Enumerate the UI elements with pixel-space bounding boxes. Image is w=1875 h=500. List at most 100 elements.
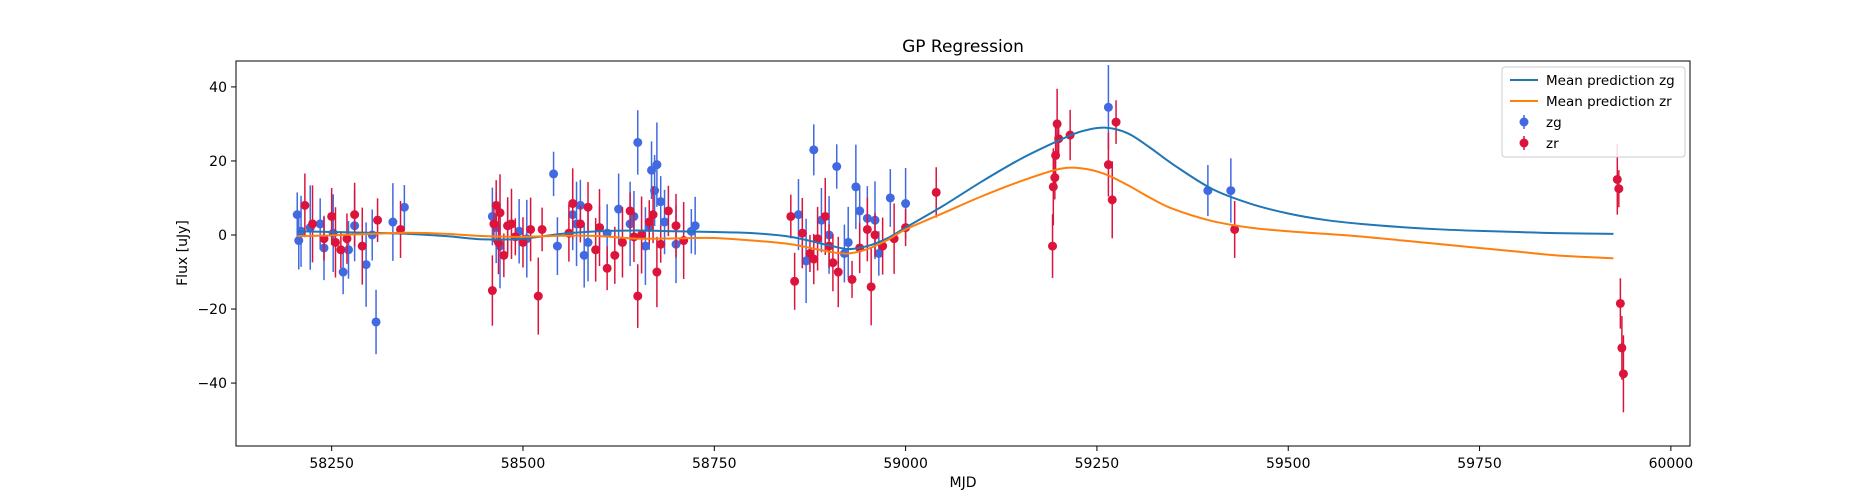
data-point <box>870 230 880 240</box>
x-tick-label: 60000 <box>1649 456 1694 472</box>
data-point <box>537 224 547 234</box>
data-point <box>1052 119 1062 129</box>
data-point <box>294 236 304 246</box>
data-point <box>579 250 589 260</box>
y-tick-label: −20 <box>197 302 227 318</box>
data-point <box>371 317 381 327</box>
data-layer <box>292 65 1628 413</box>
legend-label: Mean prediction zr <box>1546 94 1672 110</box>
data-point <box>388 217 398 227</box>
legend: Mean prediction zg Mean prediction zr zg zr <box>1501 66 1686 158</box>
data-point <box>591 245 601 255</box>
data-point <box>855 206 865 216</box>
data-point <box>595 223 604 233</box>
data-point <box>1050 173 1060 183</box>
data-point <box>931 187 941 197</box>
data-point <box>327 211 337 221</box>
data-point <box>338 267 348 277</box>
data-point <box>1111 117 1121 127</box>
data-point <box>1103 160 1113 170</box>
data-point <box>690 221 700 231</box>
data-point <box>583 202 593 212</box>
data-point <box>652 267 662 277</box>
data-point <box>833 267 843 277</box>
data-point <box>357 241 367 251</box>
x-tick-label: 58250 <box>309 456 354 472</box>
data-point <box>533 291 543 301</box>
data-point <box>647 165 657 175</box>
data-point <box>652 160 662 170</box>
data-point <box>506 219 516 229</box>
data-point <box>575 219 585 229</box>
data-point <box>602 263 612 273</box>
data-point <box>489 219 499 229</box>
data-point <box>663 206 673 216</box>
data-point <box>637 230 647 240</box>
data-point <box>399 202 409 212</box>
data-point <box>671 221 681 231</box>
legend-box <box>1501 66 1686 158</box>
data-point <box>1226 186 1236 196</box>
data-point <box>809 254 819 264</box>
plot-area: 58250 58500 58750 59000 59250 59500 59750 60000… <box>197 60 1694 472</box>
data-point <box>851 182 861 192</box>
data-point <box>862 224 872 234</box>
data-point <box>656 197 666 207</box>
data-point <box>809 145 819 155</box>
x-axis-label: MJD <box>950 475 977 491</box>
data-point <box>518 237 528 247</box>
x-tick-label: 58750 <box>692 456 737 472</box>
data-point <box>629 232 639 242</box>
data-point <box>1617 343 1627 353</box>
data-point <box>610 250 620 260</box>
data-point <box>625 206 635 216</box>
data-point <box>650 186 660 196</box>
data-point <box>396 224 406 234</box>
data-point <box>820 211 830 221</box>
data-point <box>656 239 666 249</box>
data-point <box>843 237 853 247</box>
data-point <box>660 217 670 227</box>
data-point <box>1103 102 1113 112</box>
x-tick-label: 59000 <box>883 456 928 472</box>
data-point <box>499 250 509 260</box>
data-point <box>648 210 658 220</box>
legend-point-swatch <box>1519 117 1529 127</box>
data-point <box>1230 224 1240 234</box>
mean-prediction-line <box>297 166 1614 260</box>
data-point <box>813 234 823 244</box>
legend-label: zg <box>1546 115 1562 131</box>
data-point <box>832 162 842 172</box>
data-point <box>1615 298 1625 308</box>
data-point <box>342 234 352 244</box>
data-point <box>1612 174 1622 184</box>
data-point <box>308 219 318 229</box>
data-point <box>617 237 627 247</box>
x-tick-label: 58500 <box>501 456 546 472</box>
data-point <box>614 204 624 214</box>
x-tick-label: 59250 <box>1075 456 1120 472</box>
data-point <box>373 215 383 225</box>
data-point <box>1048 182 1058 192</box>
chart-title: GP Regression <box>902 37 1024 57</box>
data-point <box>487 286 497 296</box>
y-axis-label: Flux [uJy] <box>175 220 191 286</box>
data-point <box>336 245 346 255</box>
data-point <box>828 258 838 268</box>
data-point <box>491 200 501 210</box>
data-point <box>330 237 340 247</box>
data-point <box>797 228 807 238</box>
y-tick-label: 40 <box>209 80 227 96</box>
data-point <box>1107 195 1117 205</box>
data-point <box>793 210 803 220</box>
legend-label: zr <box>1546 136 1559 152</box>
data-point <box>552 241 562 251</box>
data-point <box>885 193 895 203</box>
data-point <box>568 199 578 209</box>
x-tick-label: 59750 <box>1457 456 1502 472</box>
data-point <box>1618 369 1628 379</box>
legend-point-swatch <box>1519 138 1529 148</box>
data-point <box>549 169 559 179</box>
axes-frame <box>235 60 1691 447</box>
